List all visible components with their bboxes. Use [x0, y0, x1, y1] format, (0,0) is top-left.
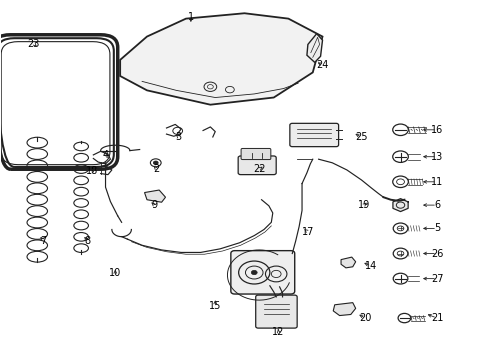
- FancyBboxPatch shape: [289, 123, 338, 147]
- FancyBboxPatch shape: [238, 156, 276, 175]
- Text: 18: 18: [86, 166, 98, 176]
- Text: 2: 2: [153, 164, 160, 174]
- FancyBboxPatch shape: [230, 251, 294, 294]
- Text: 13: 13: [430, 152, 442, 162]
- Text: 24: 24: [316, 60, 328, 70]
- Text: 12: 12: [272, 327, 284, 337]
- Text: 8: 8: [84, 236, 90, 246]
- Circle shape: [251, 270, 257, 275]
- Polygon shape: [306, 34, 322, 62]
- Text: 17: 17: [301, 227, 313, 237]
- Text: 7: 7: [41, 236, 47, 246]
- Text: 9: 9: [151, 200, 157, 210]
- FancyBboxPatch shape: [255, 295, 297, 328]
- Text: 22: 22: [252, 164, 265, 174]
- Text: 3: 3: [175, 132, 182, 142]
- Text: 11: 11: [430, 177, 442, 187]
- Text: 21: 21: [430, 313, 443, 323]
- Polygon shape: [120, 13, 322, 105]
- Text: 27: 27: [430, 274, 443, 284]
- Polygon shape: [144, 190, 165, 202]
- Text: 1: 1: [187, 12, 194, 22]
- Text: 5: 5: [433, 224, 439, 233]
- Circle shape: [153, 161, 158, 165]
- Text: 16: 16: [430, 125, 442, 135]
- Text: 6: 6: [433, 200, 439, 210]
- FancyBboxPatch shape: [241, 148, 270, 159]
- Text: 4: 4: [102, 150, 108, 160]
- Text: 19: 19: [357, 200, 369, 210]
- Text: 15: 15: [209, 301, 221, 311]
- Text: 23: 23: [28, 39, 40, 49]
- Polygon shape: [340, 257, 355, 268]
- Text: 14: 14: [365, 261, 377, 271]
- Polygon shape: [392, 199, 407, 212]
- Text: 26: 26: [430, 248, 443, 258]
- Text: 25: 25: [355, 132, 367, 142]
- Polygon shape: [332, 303, 355, 316]
- Text: 10: 10: [109, 268, 121, 278]
- Text: 20: 20: [359, 313, 371, 323]
